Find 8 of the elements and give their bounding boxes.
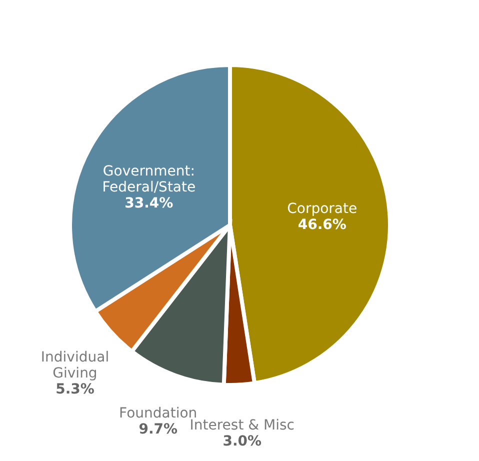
slice-label: Government: Federal/State xyxy=(102,164,196,196)
data-label: 33.4% xyxy=(124,196,174,212)
slice-label: Individual Giving xyxy=(40,350,110,382)
data-label: 3.0% xyxy=(222,434,262,450)
data-label: 9.7% xyxy=(138,421,178,438)
data-label: 5.3% xyxy=(56,382,94,398)
data-label: 46.6% xyxy=(298,216,346,233)
slice-label: Corporate xyxy=(287,200,358,217)
